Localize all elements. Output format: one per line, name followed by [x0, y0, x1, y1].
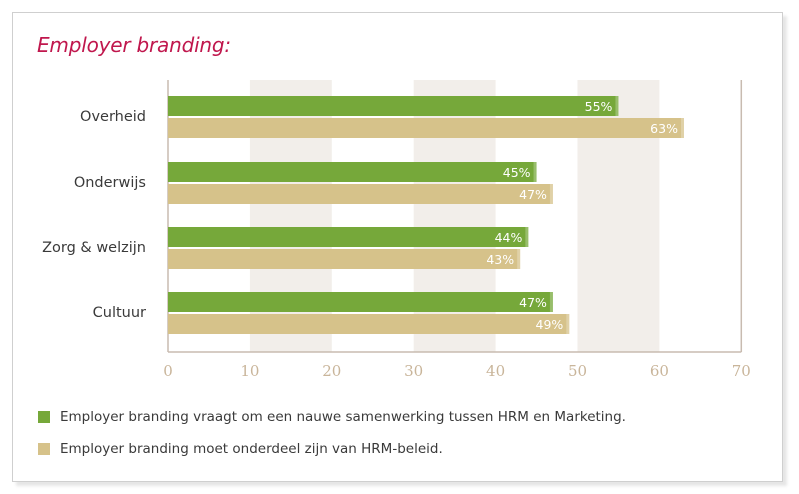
- bar-edge-highlight: [680, 118, 684, 138]
- bar-2: [168, 314, 570, 334]
- x-tick-label: 10: [240, 362, 259, 380]
- bar-value-label: 45%: [503, 165, 531, 180]
- x-tick-label: 60: [650, 362, 669, 380]
- bars: 55% 63% 45% 47% 44% 43% 47% 49%: [168, 96, 684, 334]
- bar-value-label: 63%: [650, 121, 678, 136]
- legend-item-series-2: Employer branding moet onderdeel zijn va…: [38, 439, 443, 459]
- bar-value-label: 55%: [585, 99, 613, 114]
- bar-value-label: 49%: [536, 317, 564, 332]
- bar-2: [168, 249, 521, 269]
- category-label: Zorg & welzijn: [42, 240, 146, 256]
- bar-2: [168, 118, 684, 138]
- bar-edge-highlight: [549, 184, 553, 204]
- bar-edge-highlight: [517, 249, 521, 269]
- bar-1: [168, 162, 537, 182]
- category-label: Overheid: [80, 109, 146, 125]
- bar-1: [168, 292, 553, 312]
- x-tick-label: 40: [486, 362, 505, 380]
- legend-item-series-1: Employer branding vraagt om een nauwe sa…: [38, 407, 626, 427]
- bar-edge-highlight: [566, 314, 570, 334]
- bar-1: [168, 96, 619, 116]
- category-label: Cultuur: [93, 305, 146, 321]
- bar-value-label: 44%: [495, 230, 523, 245]
- bar-edge-highlight: [615, 96, 619, 116]
- legend-label: Employer branding vraagt om een nauwe sa…: [60, 409, 626, 425]
- bar-value-label: 47%: [519, 187, 547, 202]
- x-tick-label: 30: [404, 362, 423, 380]
- x-tick-label: 50: [568, 362, 587, 380]
- bar-value-label: 43%: [486, 252, 514, 267]
- bar-edge-highlight: [549, 292, 553, 312]
- x-tick-label: 70: [732, 362, 751, 380]
- legend-swatch: [38, 443, 50, 455]
- bar-edge-highlight: [525, 227, 529, 247]
- bar-value-label: 47%: [519, 295, 547, 310]
- bar-1: [168, 227, 529, 247]
- x-tick-label: 20: [322, 362, 341, 380]
- legend-swatch: [38, 411, 50, 423]
- chart-title: Employer branding:: [37, 33, 231, 57]
- category-labels: Overheid Onderwijs Zorg & welzijn Cultuur: [42, 109, 146, 321]
- x-tick-label: 0: [163, 362, 173, 380]
- bar-2: [168, 184, 553, 204]
- legend-label: Employer branding moet onderdeel zijn va…: [60, 441, 443, 457]
- category-label: Onderwijs: [74, 175, 146, 191]
- bar-edge-highlight: [533, 162, 537, 182]
- x-tick-labels: 0 10 20 30 40 50 60 70: [163, 362, 751, 380]
